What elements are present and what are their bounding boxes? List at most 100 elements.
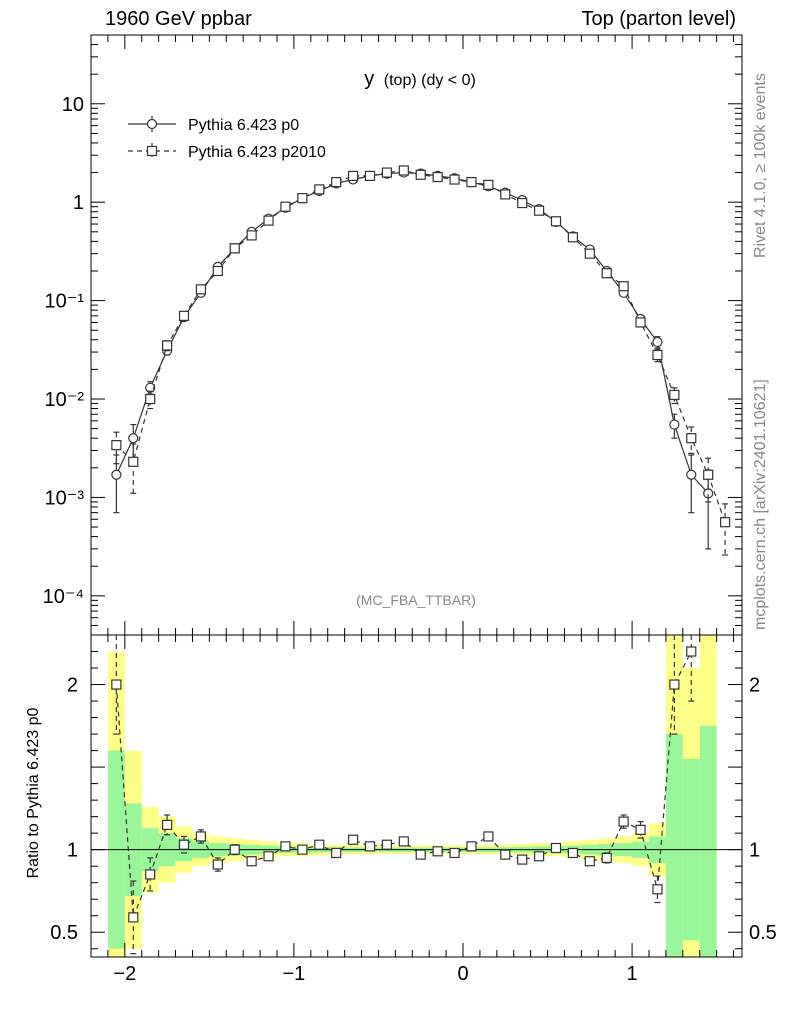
series-point-square — [466, 177, 477, 188]
series-point-square — [432, 171, 443, 183]
series-point-square — [128, 456, 139, 467]
ratio-series — [111, 634, 697, 955]
series-point-square — [652, 349, 663, 361]
ratio-point-square — [635, 824, 646, 835]
ratio-frame — [90, 634, 743, 958]
series-point-square — [381, 167, 393, 178]
watermark: (MC_FBA_TTBAR) — [356, 592, 476, 608]
series-point-square — [347, 170, 359, 182]
legend: Pythia 6.423 p0 Pythia 6.423 p2010 — [128, 116, 326, 161]
y-tick-label: 10⁻⁴ — [43, 586, 84, 608]
ratio-point-square — [466, 841, 477, 852]
series-point-square — [212, 265, 223, 277]
series-point-square — [195, 284, 207, 295]
series-point-square — [719, 517, 731, 528]
series-line-1 — [115, 169, 726, 523]
series-point-circle — [669, 419, 680, 430]
ratio-point-square — [297, 844, 308, 855]
series-point-square — [500, 189, 511, 200]
series-point-square — [449, 174, 460, 185]
series-point-square — [703, 469, 714, 480]
x-tick-label: −2 — [113, 963, 136, 985]
series-point-square — [618, 281, 629, 292]
plot-title-main: y — [364, 68, 374, 90]
series-point-square — [280, 201, 291, 212]
ratio-point-square — [161, 819, 173, 830]
ratio-point-square — [517, 854, 528, 865]
y-tick-label: 10⁻² — [45, 389, 85, 411]
series-line-0 — [115, 171, 709, 494]
legend-label-1: Pythia 6.423 p2010 — [188, 144, 326, 161]
ratio-tick-label-right: 2 — [749, 675, 760, 697]
ratio-point-square — [331, 847, 342, 859]
legend-marker-square — [146, 145, 158, 157]
ratio-point-square — [145, 869, 156, 880]
ratio-point-square — [246, 856, 257, 867]
ratio-point-square — [398, 836, 409, 847]
series-point-square — [517, 197, 528, 209]
series-point-square — [263, 215, 274, 226]
series-point-square — [246, 230, 257, 241]
ratio-point-square — [669, 679, 680, 690]
plot-title-paren: (top) (dy < 0) — [384, 72, 476, 89]
green-band-35 — [699, 725, 717, 957]
series-point-square — [331, 177, 342, 188]
ratio-point-square — [128, 912, 139, 923]
y-tick-label: 1 — [73, 192, 84, 214]
series-point-square — [584, 248, 595, 259]
series-point-square — [567, 232, 579, 243]
series-point-square — [229, 243, 240, 254]
ratio-point-square — [500, 849, 511, 860]
plot-title: y (top) (dy < 0) — [364, 68, 476, 90]
axis-ticks — [90, 34, 742, 957]
x-tick-label: 1 — [627, 963, 638, 985]
ratio-point-square — [567, 847, 579, 859]
ratio-point-square — [601, 852, 612, 864]
ratio-point-square — [111, 679, 122, 690]
series-point-square — [550, 216, 562, 227]
series-point-square — [297, 193, 308, 204]
ratio-tick-label-left: 1 — [67, 840, 78, 862]
ratio-point-square — [178, 839, 190, 850]
series-point-square — [483, 179, 494, 190]
x-tick-label: 0 — [457, 963, 468, 985]
series-point-square — [415, 169, 426, 180]
series-point-square — [161, 340, 173, 351]
series — [111, 165, 731, 556]
ratio-line — [115, 651, 692, 918]
ratio-point-square — [195, 831, 207, 842]
ratio-tick-label-left: 0.5 — [50, 922, 78, 944]
y-tick-label: 10⁻³ — [45, 487, 85, 509]
ratio-point-square — [432, 846, 443, 857]
ratio-point-square — [550, 842, 562, 854]
y-tick-label: 10 — [62, 94, 84, 116]
ratio-point-square — [381, 839, 393, 850]
series-point-square — [635, 317, 646, 328]
y-tick-label: 10⁻¹ — [45, 291, 85, 313]
ratio-point-square — [415, 849, 426, 860]
series-point-square — [364, 170, 376, 182]
ratio-point-square — [263, 851, 274, 862]
ratio-point-square — [584, 856, 595, 867]
x-tick-label: −1 — [283, 963, 306, 985]
ratio-y-label: Ratio to Pythia 6.423 p0 — [25, 708, 42, 879]
series-point-circle — [111, 469, 122, 480]
series-point-circle — [686, 469, 697, 480]
series-point-square — [398, 165, 409, 176]
legend-label-0: Pythia 6.423 p0 — [188, 117, 299, 134]
series-point-square — [111, 440, 122, 451]
axis-labels: −2 −1 0 1 10 1 10⁻¹ 10⁻² 10⁻³ 10⁻⁴ 2 2 1 1 0.5 0.5 — [43, 94, 777, 985]
series-point-square — [686, 433, 697, 444]
series-point-square — [601, 268, 612, 279]
ratio-point-square — [652, 884, 663, 895]
ratio-tick-label-left: 2 — [67, 675, 78, 697]
series-point-square — [178, 310, 190, 321]
series-point-square — [669, 389, 680, 401]
series-point-square — [145, 393, 156, 405]
ratio-tick-label-right: 0.5 — [749, 922, 777, 944]
ratio-point-square — [686, 646, 697, 657]
ratio-point-square — [618, 816, 629, 827]
ratio-bands — [107, 635, 717, 957]
ratio-point-square — [212, 859, 223, 870]
